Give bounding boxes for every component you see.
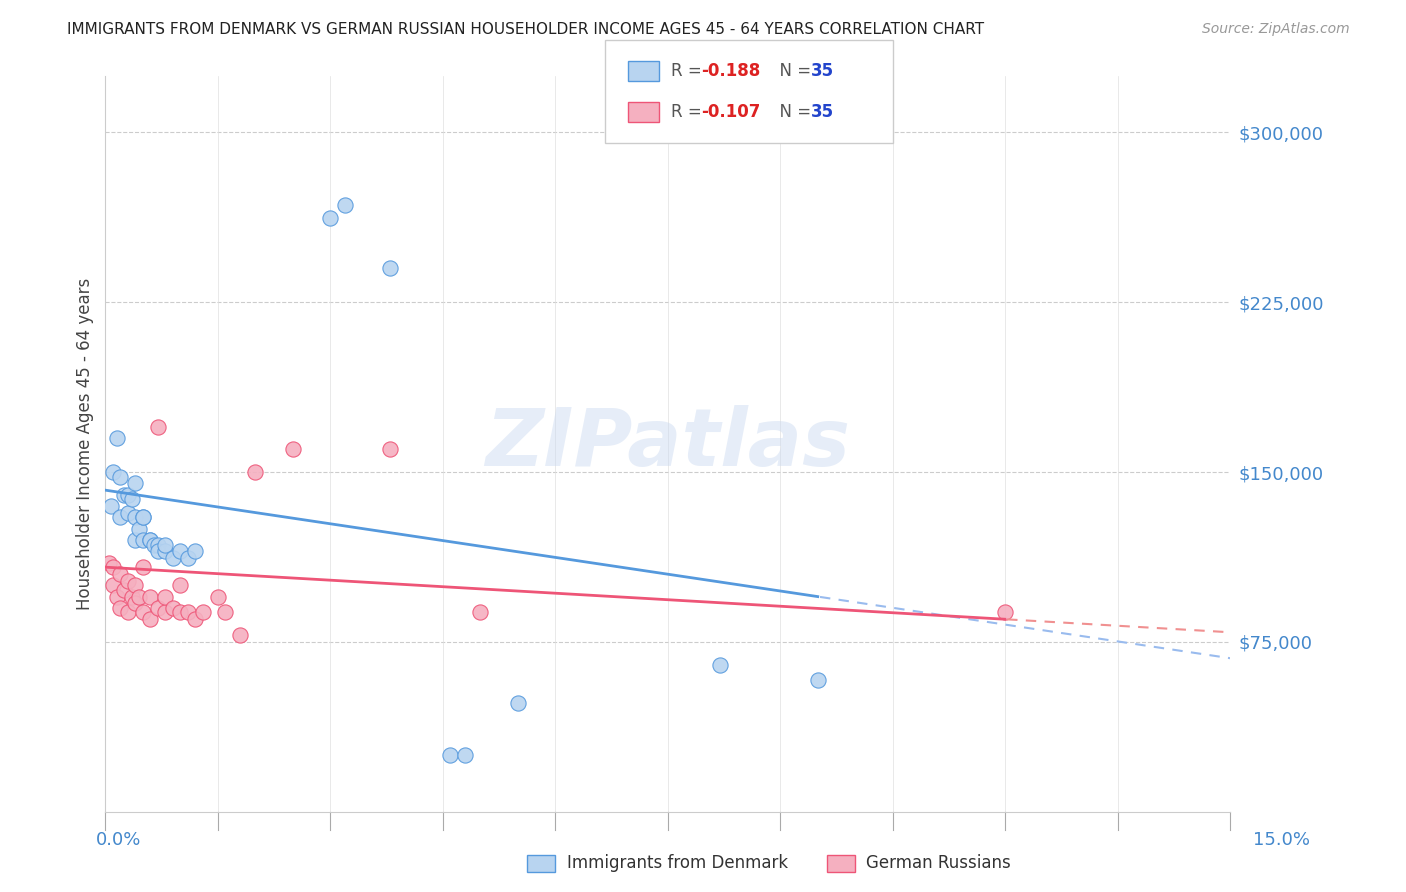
Point <box>807 673 830 688</box>
Point <box>121 492 143 507</box>
Point <box>117 488 139 502</box>
Point <box>155 606 177 620</box>
Point <box>128 590 150 604</box>
Text: Source: ZipAtlas.com: Source: ZipAtlas.com <box>1202 22 1350 37</box>
Point <box>101 560 124 574</box>
Point <box>139 533 162 547</box>
Point <box>105 590 128 604</box>
Point <box>281 442 304 457</box>
Point <box>132 510 155 524</box>
Point <box>319 211 342 226</box>
Point <box>98 556 121 570</box>
Point <box>229 628 252 642</box>
Point <box>380 442 402 457</box>
Point <box>132 533 155 547</box>
Point <box>100 499 122 513</box>
Point <box>132 606 155 620</box>
Point <box>146 544 169 558</box>
Point <box>139 533 162 547</box>
Point <box>139 590 162 604</box>
Point <box>101 465 124 479</box>
Text: N =: N = <box>769 103 817 121</box>
Text: 35: 35 <box>811 62 834 79</box>
Point <box>709 657 731 672</box>
Text: N =: N = <box>769 62 817 79</box>
Point <box>162 601 184 615</box>
Point <box>155 537 177 551</box>
Point <box>146 601 169 615</box>
Point <box>169 544 191 558</box>
Text: IMMIGRANTS FROM DENMARK VS GERMAN RUSSIAN HOUSEHOLDER INCOME AGES 45 - 64 YEARS : IMMIGRANTS FROM DENMARK VS GERMAN RUSSIA… <box>67 22 984 37</box>
Point <box>110 510 132 524</box>
Point <box>146 537 169 551</box>
Point <box>117 506 139 520</box>
Point <box>184 612 207 626</box>
Point <box>110 601 132 615</box>
Text: Immigrants from Denmark: Immigrants from Denmark <box>567 855 787 872</box>
Point <box>124 510 146 524</box>
Point <box>169 606 191 620</box>
Point <box>128 522 150 536</box>
Point <box>124 476 146 491</box>
Point <box>112 582 135 597</box>
Point <box>214 606 236 620</box>
Text: -0.107: -0.107 <box>702 103 761 121</box>
Point <box>143 537 166 551</box>
Point <box>139 612 162 626</box>
Point <box>380 261 402 276</box>
Point <box>191 606 214 620</box>
Point <box>124 578 146 592</box>
Point <box>169 578 191 592</box>
Text: 0.0%: 0.0% <box>96 831 141 849</box>
Point <box>105 431 128 445</box>
Point <box>439 748 461 763</box>
Point <box>146 419 169 434</box>
Point <box>121 590 143 604</box>
Point <box>117 606 139 620</box>
Point <box>132 510 155 524</box>
Point <box>454 748 477 763</box>
Point <box>245 465 267 479</box>
Point <box>132 560 155 574</box>
Point <box>155 544 177 558</box>
Point <box>124 533 146 547</box>
Point <box>112 488 135 502</box>
Point <box>207 590 229 604</box>
Text: R =: R = <box>671 62 707 79</box>
Point <box>177 606 200 620</box>
Text: -0.188: -0.188 <box>702 62 761 79</box>
Point <box>184 544 207 558</box>
Point <box>155 590 177 604</box>
Point <box>101 578 124 592</box>
Point <box>177 551 200 566</box>
Text: R =: R = <box>671 103 707 121</box>
Point <box>506 696 529 710</box>
Point <box>110 566 132 581</box>
Y-axis label: Householder Income Ages 45 - 64 years: Householder Income Ages 45 - 64 years <box>76 277 94 610</box>
Point <box>124 596 146 610</box>
Text: German Russians: German Russians <box>866 855 1011 872</box>
Point <box>335 198 357 212</box>
Point <box>162 551 184 566</box>
Point <box>117 574 139 588</box>
Text: ZIPatlas: ZIPatlas <box>485 405 851 483</box>
Point <box>994 606 1017 620</box>
Point <box>110 469 132 483</box>
Point <box>470 606 492 620</box>
Text: 35: 35 <box>811 103 834 121</box>
Text: 15.0%: 15.0% <box>1253 831 1310 849</box>
